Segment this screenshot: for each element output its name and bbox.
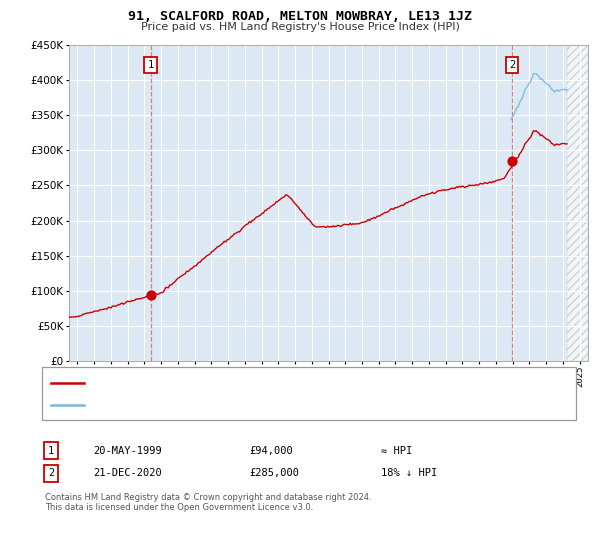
Text: Price paid vs. HM Land Registry's House Price Index (HPI): Price paid vs. HM Land Registry's House …	[140, 22, 460, 32]
Text: ≈ HPI: ≈ HPI	[381, 446, 412, 456]
Text: HPI: Average price, detached house, Melton: HPI: Average price, detached house, Melt…	[90, 401, 298, 410]
Text: Contains HM Land Registry data © Crown copyright and database right 2024.: Contains HM Land Registry data © Crown c…	[45, 493, 371, 502]
Text: 18% ↓ HPI: 18% ↓ HPI	[381, 468, 437, 478]
Text: 91, SCALFORD ROAD, MELTON MOWBRAY, LE13 1JZ (detached house): 91, SCALFORD ROAD, MELTON MOWBRAY, LE13 …	[90, 379, 420, 388]
Text: 21-DEC-2020: 21-DEC-2020	[93, 468, 162, 478]
Text: £94,000: £94,000	[249, 446, 293, 456]
Text: 20-MAY-1999: 20-MAY-1999	[93, 446, 162, 456]
Point	[508, 156, 517, 165]
Text: 1: 1	[148, 60, 154, 71]
Text: 2: 2	[48, 468, 54, 478]
Text: 2: 2	[509, 60, 515, 71]
Bar	[567, 45, 588, 361]
Bar	[567, 45, 588, 361]
Text: This data is licensed under the Open Government Licence v3.0.: This data is licensed under the Open Gov…	[45, 503, 313, 512]
Text: 1: 1	[48, 446, 54, 456]
Text: 91, SCALFORD ROAD, MELTON MOWBRAY, LE13 1JZ: 91, SCALFORD ROAD, MELTON MOWBRAY, LE13 …	[128, 10, 472, 23]
Text: £285,000: £285,000	[249, 468, 299, 478]
Point	[146, 291, 155, 300]
